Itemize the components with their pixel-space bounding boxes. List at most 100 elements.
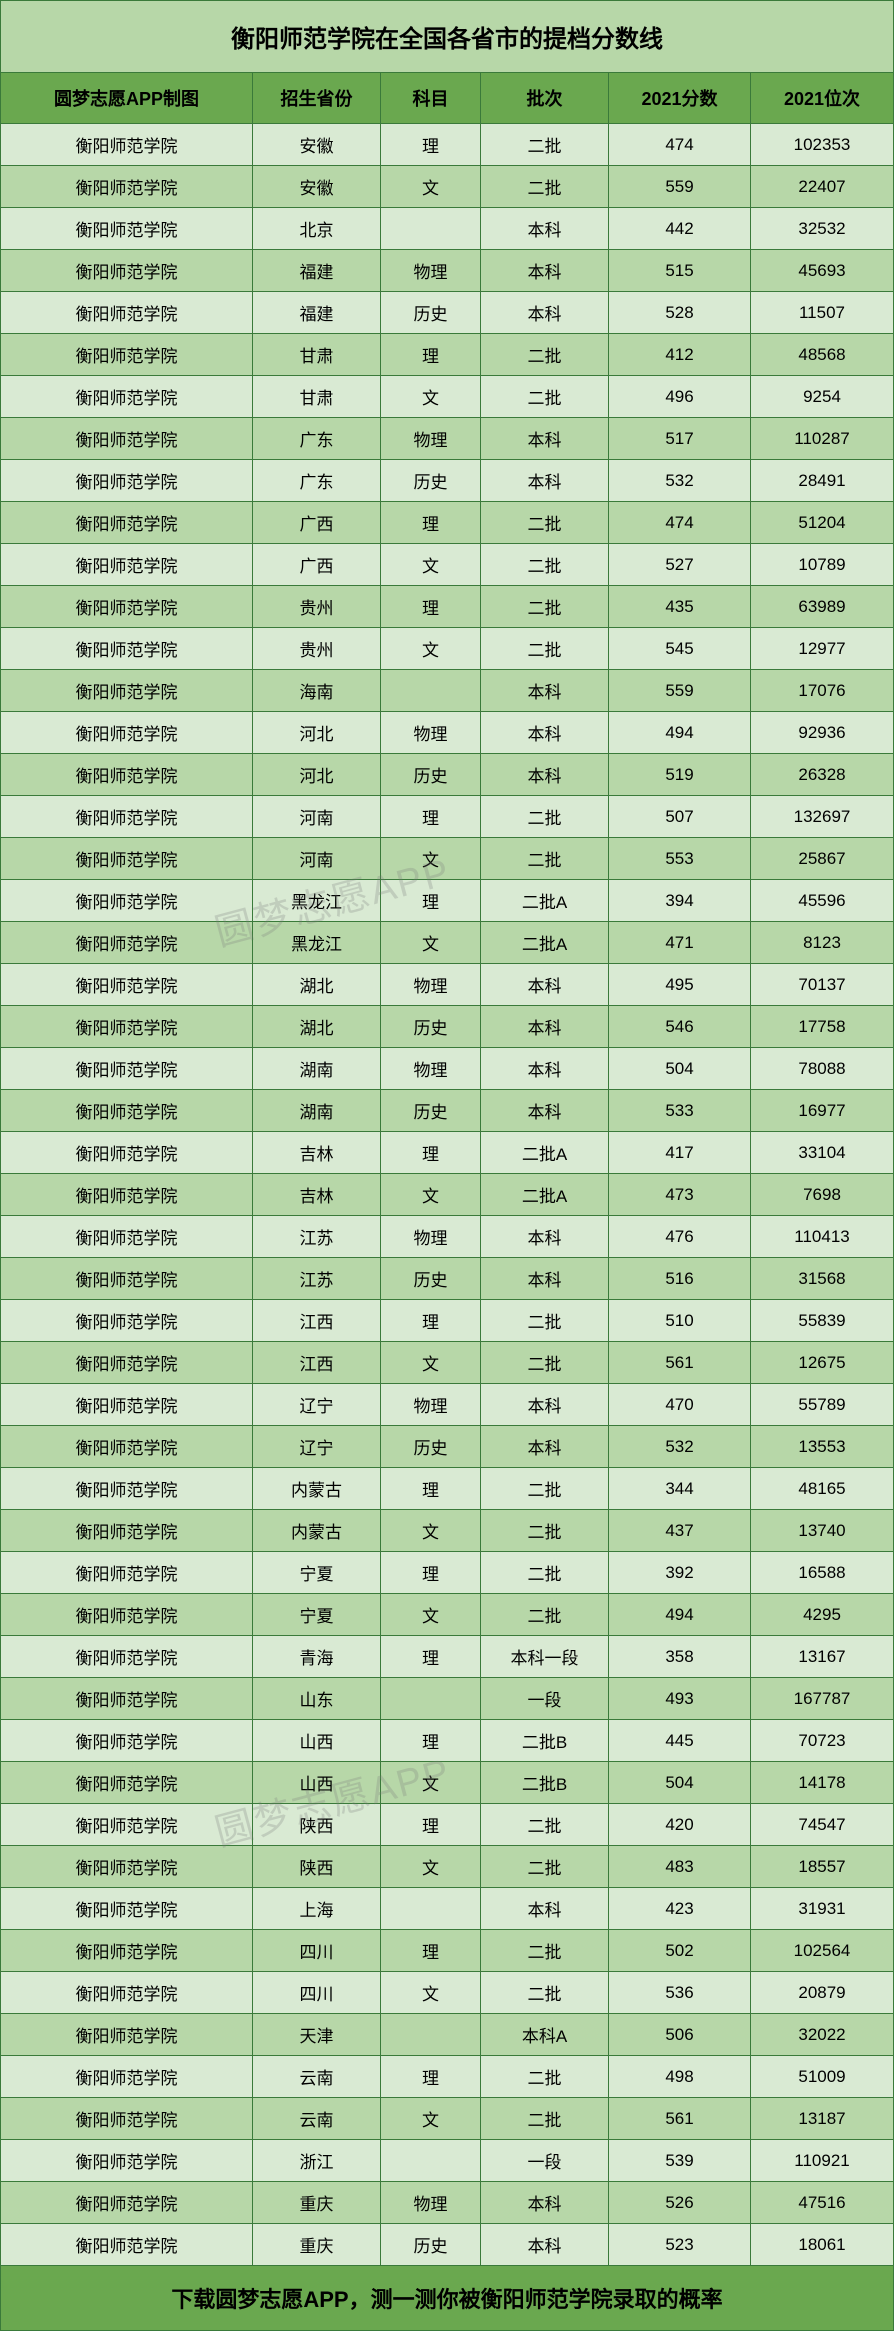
table-row: 衡阳师范学院湖南历史本科53316977 <box>1 1090 893 1132</box>
table-row: 衡阳师范学院青海理本科一段35813167 <box>1 1636 893 1678</box>
table-cell: 衡阳师范学院 <box>1 1762 253 1804</box>
table-cell: 12977 <box>751 628 893 670</box>
table-cell: 物理 <box>381 250 481 292</box>
table-cell: 394 <box>609 880 751 922</box>
table-cell: 二批 <box>481 166 609 208</box>
table-cell: 51204 <box>751 502 893 544</box>
table-cell: 16588 <box>751 1552 893 1594</box>
table-cell: 561 <box>609 1342 751 1384</box>
table-row: 衡阳师范学院辽宁物理本科47055789 <box>1 1384 893 1426</box>
table-cell: 衡阳师范学院 <box>1 1384 253 1426</box>
table-cell: 衡阳师范学院 <box>1 1804 253 1846</box>
table-cell: 二批 <box>481 1552 609 1594</box>
table-cell: 衡阳师范学院 <box>1 586 253 628</box>
table-row: 衡阳师范学院天津本科A50632022 <box>1 2014 893 2056</box>
table-cell: 493 <box>609 1678 751 1720</box>
table-cell: 江西 <box>253 1300 381 1342</box>
table-row: 衡阳师范学院贵州文二批54512977 <box>1 628 893 670</box>
table-cell: 衡阳师范学院 <box>1 628 253 670</box>
table-cell: 本科 <box>481 1384 609 1426</box>
table-cell: 衡阳师范学院 <box>1 1048 253 1090</box>
table-cell: 文 <box>381 376 481 418</box>
table-cell: 二批B <box>481 1720 609 1762</box>
table-cell: 文 <box>381 166 481 208</box>
table-cell: 湖南 <box>253 1090 381 1132</box>
table-cell: 本科 <box>481 2224 609 2266</box>
table-cell: 物理 <box>381 1048 481 1090</box>
table-cell: 519 <box>609 754 751 796</box>
table-cell: 本科 <box>481 208 609 250</box>
table-cell: 福建 <box>253 250 381 292</box>
table-cell: 云南 <box>253 2056 381 2098</box>
table-row: 衡阳师范学院黑龙江理二批A39445596 <box>1 880 893 922</box>
table-cell: 496 <box>609 376 751 418</box>
table-row: 衡阳师范学院北京本科44232532 <box>1 208 893 250</box>
table-row: 衡阳师范学院湖北物理本科49570137 <box>1 964 893 1006</box>
table-cell: 衡阳师范学院 <box>1 1552 253 1594</box>
table-cell: 110287 <box>751 418 893 460</box>
table-cell: 553 <box>609 838 751 880</box>
table-cell: 衡阳师范学院 <box>1 1090 253 1132</box>
table-row: 衡阳师范学院吉林理二批A41733104 <box>1 1132 893 1174</box>
table-row: 衡阳师范学院广东物理本科517110287 <box>1 418 893 460</box>
table-row: 衡阳师范学院江苏物理本科476110413 <box>1 1216 893 1258</box>
table-cell: 一段 <box>481 2140 609 2182</box>
table-cell: 476 <box>609 1216 751 1258</box>
table-cell: 衡阳师范学院 <box>1 2140 253 2182</box>
table-cell: 历史 <box>381 292 481 334</box>
table-row: 衡阳师范学院四川文二批53620879 <box>1 1972 893 2014</box>
table-cell: 衡阳师范学院 <box>1 208 253 250</box>
table-row: 衡阳师范学院黑龙江文二批A4718123 <box>1 922 893 964</box>
table-cell: 本科 <box>481 670 609 712</box>
table-cell: 二批 <box>481 1972 609 2014</box>
table-cell: 63989 <box>751 586 893 628</box>
table-cell: 物理 <box>381 1384 481 1426</box>
table-row: 衡阳师范学院安徽文二批55922407 <box>1 166 893 208</box>
table-cell: 32022 <box>751 2014 893 2056</box>
table-cell: 51009 <box>751 2056 893 2098</box>
table-footer: 下载圆梦志愿APP，测一测你被衡阳师范学院录取的概率 <box>1 2266 893 2330</box>
table-cell: 衡阳师范学院 <box>1 1720 253 1762</box>
table-cell: 衡阳师范学院 <box>1 1888 253 1930</box>
table-cell: 山西 <box>253 1762 381 1804</box>
table-cell: 559 <box>609 670 751 712</box>
table-cell: 二批 <box>481 1594 609 1636</box>
table-cell: 528 <box>609 292 751 334</box>
table-cell: 504 <box>609 1048 751 1090</box>
table-cell: 本科 <box>481 1006 609 1048</box>
table-cell: 504 <box>609 1762 751 1804</box>
table-cell: 471 <box>609 922 751 964</box>
table-cell: 一段 <box>481 1678 609 1720</box>
table-cell: 474 <box>609 502 751 544</box>
table-cell: 文 <box>381 1762 481 1804</box>
table-cell: 云南 <box>253 2098 381 2140</box>
table-cell: 历史 <box>381 1090 481 1132</box>
table-row: 衡阳师范学院吉林文二批A4737698 <box>1 1174 893 1216</box>
table-cell: 历史 <box>381 1006 481 1048</box>
table-cell: 516 <box>609 1258 751 1300</box>
table-cell: 523 <box>609 2224 751 2266</box>
table-cell: 110921 <box>751 2140 893 2182</box>
table-cell: 506 <box>609 2014 751 2056</box>
table-cell: 本科 <box>481 1258 609 1300</box>
table-cell: 衡阳师范学院 <box>1 712 253 754</box>
table-cell: 贵州 <box>253 586 381 628</box>
table-cell: 理 <box>381 586 481 628</box>
table-cell: 33104 <box>751 1132 893 1174</box>
table-cell: 衡阳师范学院 <box>1 670 253 712</box>
table-cell: 474 <box>609 124 751 166</box>
table-cell: 理 <box>381 1300 481 1342</box>
table-cell: 理 <box>381 2056 481 2098</box>
table-cell: 历史 <box>381 754 481 796</box>
table-cell: 河南 <box>253 796 381 838</box>
table-cell: 衡阳师范学院 <box>1 1636 253 1678</box>
table-cell: 17758 <box>751 1006 893 1048</box>
table-row: 衡阳师范学院河北历史本科51926328 <box>1 754 893 796</box>
table-cell: 青海 <box>253 1636 381 1678</box>
table-cell: 527 <box>609 544 751 586</box>
table-cell: 11507 <box>751 292 893 334</box>
table-cell: 重庆 <box>253 2224 381 2266</box>
table-cell: 本科 <box>481 250 609 292</box>
table-cell: 衡阳师范学院 <box>1 418 253 460</box>
table-cell: 理 <box>381 1720 481 1762</box>
